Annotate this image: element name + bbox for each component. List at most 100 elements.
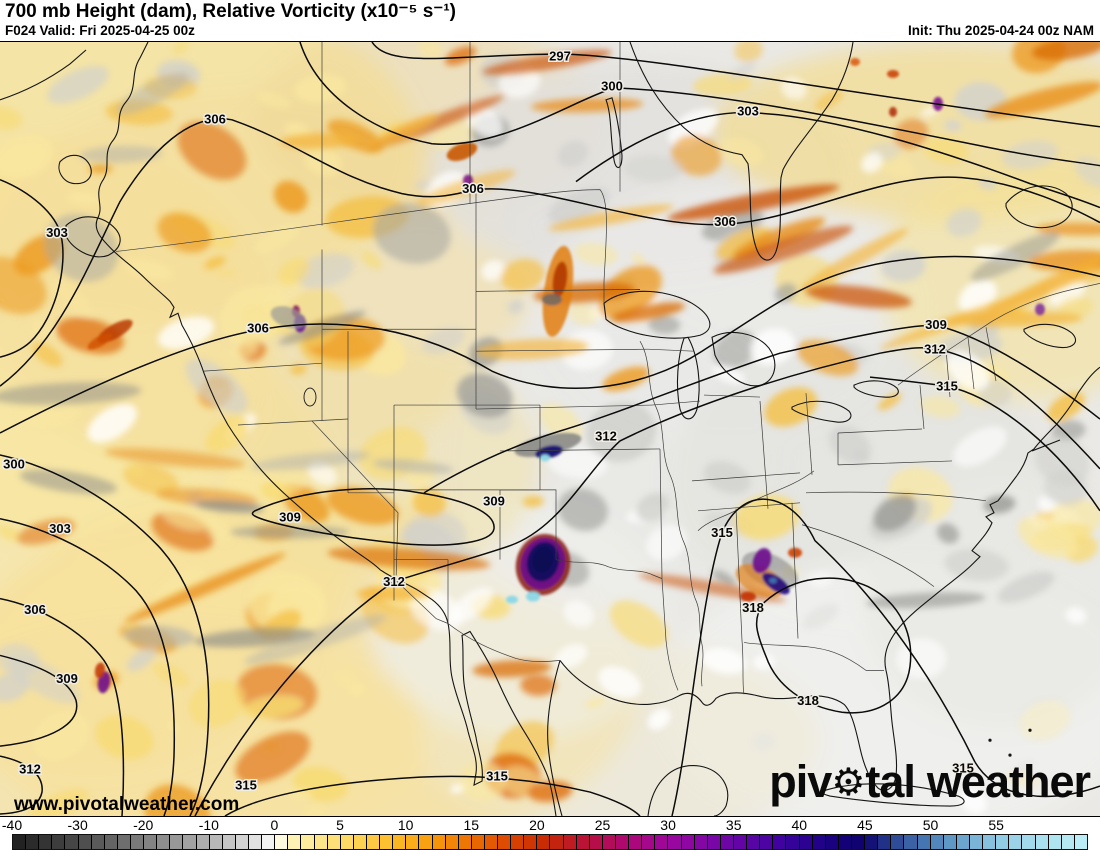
colorbar-cell bbox=[511, 835, 525, 849]
colorbar-cell bbox=[380, 835, 394, 849]
colorbar-cell bbox=[773, 835, 787, 849]
contour-label: 312 bbox=[19, 762, 41, 777]
colorbar-cell bbox=[760, 835, 774, 849]
contour-label: 315 bbox=[486, 769, 508, 784]
contour-label-layer: 297 300 303 306 306 306 303 306 309 312 315 312 300 3… bbox=[2, 47, 976, 794]
colorbar-cell bbox=[891, 835, 905, 849]
colorbar-cell bbox=[288, 835, 302, 849]
contour-label: 303 bbox=[46, 225, 68, 240]
colorbar-tick: -10 bbox=[198, 817, 219, 833]
colorbar-tick: -30 bbox=[67, 817, 88, 833]
colorbar-tick: 40 bbox=[791, 817, 808, 833]
valid-time-label: F024 Valid: Fri 2025-04-25 00z bbox=[5, 23, 195, 38]
contour-label: 306 bbox=[24, 602, 46, 617]
contour-label: 312 bbox=[383, 574, 405, 589]
colorbar-cell bbox=[353, 835, 367, 849]
colorbar-tick: 50 bbox=[922, 817, 939, 833]
colorbar-cell bbox=[327, 835, 341, 849]
colorbar-tick: 45 bbox=[857, 817, 873, 833]
colorbar-cell bbox=[1035, 835, 1049, 849]
colorbar-cell bbox=[563, 835, 577, 849]
colorbar-cell bbox=[170, 835, 184, 849]
colorbar-cell bbox=[734, 835, 748, 849]
site-url-watermark: www.pivotalweather.com bbox=[14, 794, 240, 815]
colorbar-cell bbox=[445, 835, 459, 849]
colorbar-cell bbox=[484, 835, 499, 849]
contour-label: 315 bbox=[936, 379, 958, 394]
vorticity-maxima bbox=[87, 57, 1045, 694]
colorbar-cell bbox=[419, 835, 433, 849]
colorbar-cell bbox=[707, 835, 721, 849]
colorbar-tick: 0 bbox=[270, 817, 279, 833]
brand-text-3: weather bbox=[926, 756, 1091, 807]
colorbar-cell bbox=[366, 835, 381, 849]
contour-label: 297 bbox=[549, 48, 571, 63]
colorbar-cell bbox=[537, 835, 551, 849]
contour-label: 318 bbox=[797, 693, 819, 708]
colorbar-cell bbox=[157, 835, 171, 849]
colorbar-cell bbox=[65, 835, 79, 849]
colorbar-cell bbox=[838, 835, 852, 849]
colorbar-cell bbox=[196, 835, 210, 849]
colorbar-cell bbox=[786, 835, 800, 849]
colorbar-cell bbox=[694, 835, 708, 849]
contour-label: 306 bbox=[204, 111, 226, 126]
colorbar-cell bbox=[878, 835, 892, 849]
colorbar-cell bbox=[314, 835, 328, 849]
colorbar-cell bbox=[78, 835, 92, 849]
contour-label: 306 bbox=[247, 321, 269, 336]
colorbar-cell bbox=[39, 835, 53, 849]
colorbar-cell bbox=[655, 835, 669, 849]
colorbar-cell bbox=[852, 835, 866, 849]
colorbar-cell bbox=[432, 835, 446, 849]
colorbar-cell bbox=[1074, 835, 1087, 849]
contour-label: 306 bbox=[462, 181, 484, 196]
colorbar bbox=[12, 834, 1088, 850]
colorbar-cell bbox=[943, 835, 957, 849]
contour-label: 309 bbox=[56, 671, 78, 686]
colorbar-cell bbox=[262, 835, 276, 849]
colorbar-panel: -40 -30 -20 -10 0 5 10 15 20 25 30 35 40 45 50 55 bbox=[0, 817, 1100, 850]
colorbar-cell bbox=[498, 835, 512, 849]
colorbar-tick: 25 bbox=[594, 817, 611, 833]
colorbar-cell bbox=[747, 835, 761, 849]
colorbar-cell bbox=[956, 835, 970, 849]
colorbar-cell bbox=[52, 835, 66, 849]
colorbar-cell bbox=[996, 835, 1010, 849]
contour-label: 300 bbox=[3, 456, 25, 471]
colorbar-tick-labels: -40 -30 -20 -10 0 5 10 15 20 25 30 35 40 45 50 55 bbox=[2, 817, 1088, 834]
colorbar-cell bbox=[1048, 835, 1062, 849]
colorbar-cell bbox=[275, 835, 289, 849]
colorbar-cell bbox=[668, 835, 682, 849]
brand-text-2: tal bbox=[865, 756, 916, 807]
pivotal-weather-watermark: piv⚙tal weather bbox=[769, 756, 1091, 808]
contour-label: 315 bbox=[952, 761, 974, 776]
colorbar-cell bbox=[616, 835, 630, 849]
colorbar-tick: 30 bbox=[660, 817, 676, 833]
colorbar-cell bbox=[117, 835, 131, 849]
colorbar-cell bbox=[825, 835, 839, 849]
colorbar-cell bbox=[458, 835, 472, 849]
colorbar-tick: -40 bbox=[1, 817, 23, 833]
colorbar-cell bbox=[812, 835, 826, 849]
colorbar-cell bbox=[1061, 835, 1075, 849]
map-header: 700 mb Height (dam), Relative Vorticity … bbox=[0, 0, 1100, 41]
colorbar-cell bbox=[720, 835, 735, 849]
colorbar-cell bbox=[91, 835, 105, 849]
colorbar-cell bbox=[471, 835, 485, 849]
colorbar-cell bbox=[1022, 835, 1036, 849]
colorbar-cell bbox=[393, 835, 407, 849]
brand-text-1: piv bbox=[769, 756, 832, 807]
contour-label: 309 bbox=[925, 317, 947, 332]
colorbar-cell bbox=[550, 835, 564, 849]
colorbar-tick: 55 bbox=[988, 817, 1004, 833]
contour-label: 309 bbox=[279, 509, 301, 524]
colorbar-tick: 35 bbox=[725, 817, 742, 833]
colorbar-cell bbox=[602, 835, 617, 849]
colorbar-cell bbox=[524, 835, 538, 849]
colorbar-cell bbox=[340, 835, 354, 849]
contour-label: 303 bbox=[49, 521, 71, 536]
weather-map: 297 300 303 306 306 306 303 306 309 312 315 312 300 3… bbox=[0, 41, 1100, 817]
colorbar-cell bbox=[799, 835, 813, 849]
